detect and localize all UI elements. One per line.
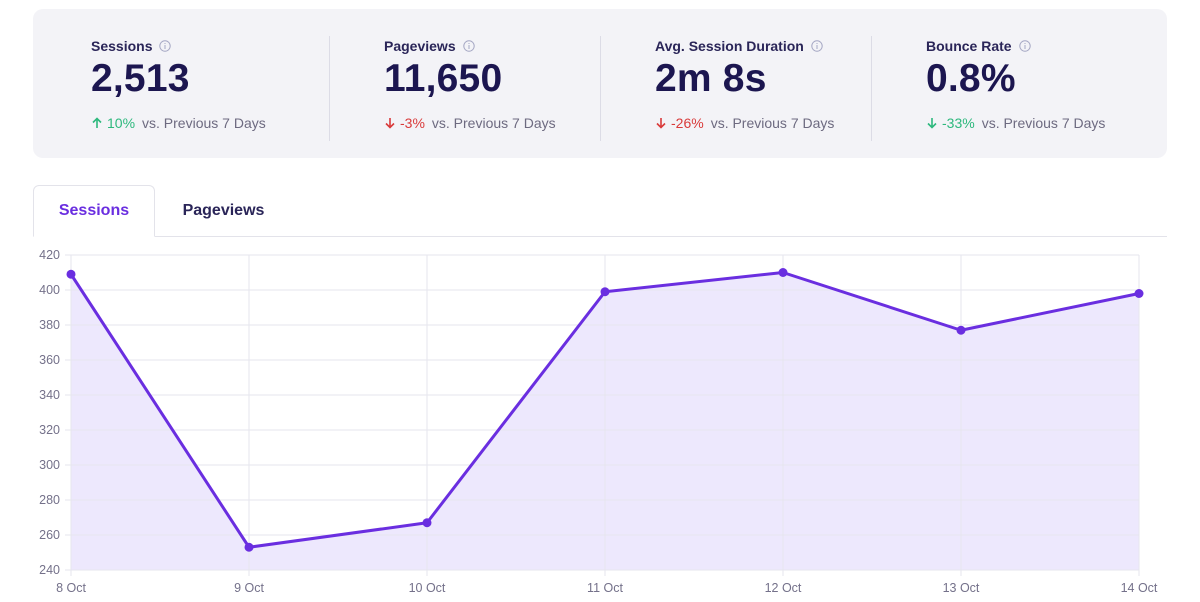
chart-tabs: Sessions Pageviews xyxy=(33,185,1167,237)
stat-compare: vs. Previous 7 Days xyxy=(142,115,266,131)
stat-compare: vs. Previous 7 Days xyxy=(710,115,835,131)
y-tick-label: 240 xyxy=(39,563,60,577)
x-tick-label: 11 Oct xyxy=(587,581,623,595)
stat-label: Sessions xyxy=(91,38,153,54)
info-icon[interactable] xyxy=(1018,40,1031,52)
stat-compare: vs. Previous 7 Days xyxy=(981,115,1106,131)
y-tick-label: 300 xyxy=(39,458,60,472)
info-icon[interactable] xyxy=(462,40,475,52)
divider xyxy=(600,36,601,141)
x-tick-label: 10 Oct xyxy=(409,581,446,595)
y-tick-label: 260 xyxy=(39,528,60,542)
arrow-up-icon xyxy=(91,117,103,129)
data-point xyxy=(956,325,966,335)
stat-label: Pageviews xyxy=(384,38,456,54)
x-tick-label: 12 Oct xyxy=(765,581,802,595)
stat-change: -26% xyxy=(671,115,704,131)
tabs-underline xyxy=(33,236,1167,237)
y-tick-label: 340 xyxy=(39,388,60,402)
tab-pageviews[interactable]: Pageviews xyxy=(182,202,265,219)
y-tick-label: 380 xyxy=(39,318,60,332)
arrow-down-icon xyxy=(926,117,938,129)
data-point xyxy=(244,542,254,552)
info-icon[interactable] xyxy=(811,40,823,52)
y-tick-label: 420 xyxy=(39,248,60,262)
y-tick-label: 400 xyxy=(39,283,60,297)
stat-change: 10% xyxy=(107,115,136,131)
stat-change: -3% xyxy=(400,115,425,131)
data-point xyxy=(1134,289,1144,298)
divider xyxy=(871,36,872,141)
tab-sessions[interactable]: Sessions xyxy=(33,185,155,237)
y-tick-label: 360 xyxy=(39,353,60,367)
x-tick-label: 14 Oct xyxy=(1121,581,1158,595)
y-tick-label: 320 xyxy=(39,423,60,437)
info-icon[interactable] xyxy=(159,40,172,52)
sessions-chart: 420 400 380 360 340 320 300 280 260 240 8 Oct 9 Oct… xyxy=(39,248,1158,595)
data-point xyxy=(66,269,76,279)
data-point xyxy=(600,287,610,297)
stat-value: 2m 8s xyxy=(655,57,767,100)
stat-label: Bounce Rate xyxy=(926,38,1012,54)
arrow-down-icon xyxy=(384,117,396,129)
stat-compare: vs. Previous 7 Days xyxy=(431,115,556,131)
stat-value: 0.8% xyxy=(926,57,1016,100)
arrow-down-icon xyxy=(655,117,667,129)
stats-panel: Sessions 2,513 10% vs. Previous 7 Days P… xyxy=(33,9,1167,158)
x-tick-label: 8 Oct xyxy=(56,581,86,595)
divider xyxy=(329,36,330,141)
stat-value: 11,650 xyxy=(384,57,503,100)
y-tick-label: 280 xyxy=(39,493,60,507)
stat-label: Avg. Session Duration xyxy=(655,38,804,54)
data-point xyxy=(422,518,432,528)
data-point xyxy=(778,268,788,277)
x-tick-label: 13 Oct xyxy=(943,581,980,595)
stat-value: 2,513 xyxy=(91,57,190,100)
x-tick-label: 9 Oct xyxy=(234,581,264,595)
stat-change: -33% xyxy=(942,115,975,131)
